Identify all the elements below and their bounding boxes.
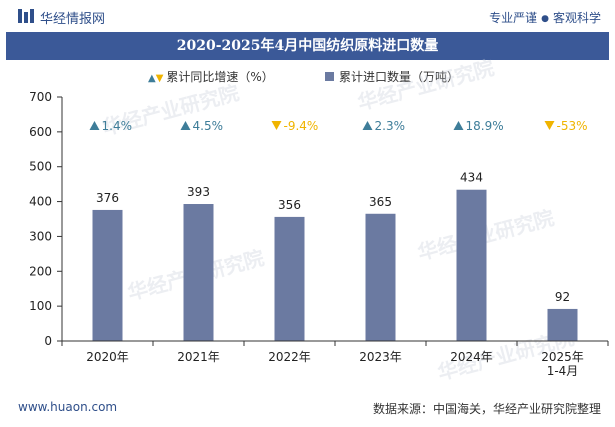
y-tick-label: 600 <box>29 125 52 139</box>
growth-down-marker <box>271 121 282 130</box>
triangle-up-icon: ▲ <box>148 73 156 84</box>
chart-title: 2020-2025年4月中国纺织原料进口数量 <box>176 38 439 54</box>
y-tick-label: 400 <box>29 195 52 209</box>
footer-website: www.huaon.com <box>18 400 118 414</box>
bar-value-label: 434 <box>460 171 483 185</box>
legend-growth-label: 累计同比增速（%） <box>166 70 274 84</box>
watermark-text: 华经产业研究院 <box>355 55 496 114</box>
x-tick-label: 2020年 <box>86 350 129 364</box>
legend-swatch <box>325 72 334 81</box>
separator-dot-icon: ● <box>541 14 549 24</box>
bar <box>365 213 396 341</box>
tagline-left: 专业严谨 <box>489 11 538 25</box>
top-bar: 华经情报网 专业严谨 ● 客观科学 <box>0 0 615 32</box>
legend-volume: 累计进口数量（万吨） <box>325 68 459 85</box>
growth-up-marker <box>362 121 373 130</box>
chart-legend: ▲▼ 累计同比增速（%） 累计进口数量（万吨） <box>0 68 615 86</box>
triangle-down-icon: ▼ <box>155 73 164 84</box>
growth-up-marker <box>453 121 464 130</box>
tagline-right: 客观科学 <box>552 11 601 25</box>
legend-growth: ▲▼ 累计同比增速（%） <box>148 68 274 85</box>
bar <box>547 308 578 341</box>
bar <box>183 204 214 341</box>
x-tick-label: 2022年 <box>268 350 311 364</box>
bar-value-label: 92 <box>555 290 570 304</box>
brand-name: 华经情报网 <box>40 12 106 27</box>
growth-label: -53% <box>557 119 588 133</box>
y-tick-label: 300 <box>29 229 52 243</box>
growth-down-marker <box>544 121 555 130</box>
x-tick-label: 2024年 <box>450 350 493 364</box>
y-tick-label: 100 <box>29 299 52 313</box>
bar <box>92 209 123 341</box>
y-tick-label: 500 <box>29 160 52 174</box>
bar-value-label: 376 <box>96 191 119 205</box>
growth-label: 4.5% <box>193 119 224 133</box>
bar-value-label: 393 <box>187 185 210 199</box>
growth-up-marker <box>89 121 100 130</box>
growth-label: -9.4% <box>284 119 319 133</box>
x-tick-label: 2025年 <box>541 350 584 364</box>
bar-value-label: 365 <box>369 195 392 209</box>
growth-label: 2.3% <box>375 119 406 133</box>
x-tick-label: 2021年 <box>177 350 220 364</box>
footer-source: 数据来源：中国海关，华经产业研究院整理 <box>372 402 601 416</box>
y-tick-label: 0 <box>44 334 52 348</box>
growth-label: 1.4% <box>102 119 133 133</box>
bar-value-label: 356 <box>278 198 301 212</box>
tagline: 专业严谨 ● 客观科学 <box>489 9 601 26</box>
growth-up-marker <box>180 121 191 130</box>
y-tick-label: 200 <box>29 264 52 278</box>
x-tick-label: 2023年 <box>359 350 402 364</box>
bar <box>456 189 487 341</box>
growth-label: 18.9% <box>466 119 504 133</box>
logo-icon <box>18 9 34 23</box>
x-tick-label: 1-4月 <box>547 364 579 378</box>
y-tick-label: 700 <box>29 90 52 104</box>
bar <box>274 216 305 341</box>
chart-title-bar: 2020-2025年4月中国纺织原料进口数量 <box>6 32 609 60</box>
legend-volume-label: 累计进口数量（万吨） <box>339 70 460 84</box>
